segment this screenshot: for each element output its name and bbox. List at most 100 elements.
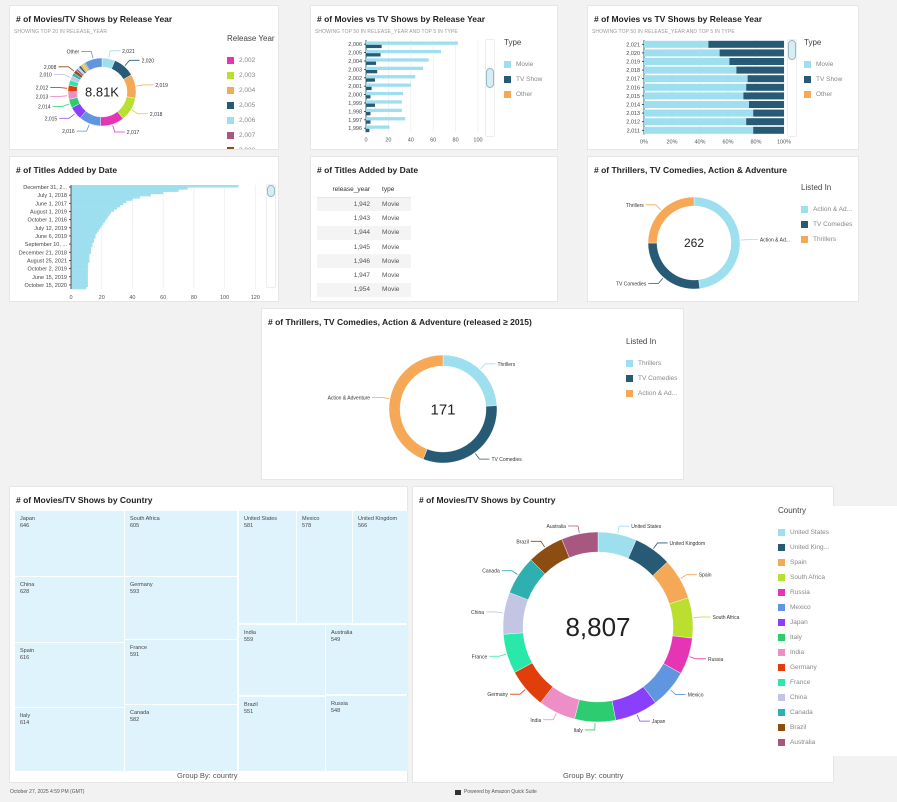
bar-movie[interactable] (366, 75, 416, 79)
genre-donut-2015[interactable]: Thrillers TV Comedies Action & Adventure 17… (262, 331, 602, 481)
bar-movie[interactable] (644, 40, 709, 48)
bar-movie[interactable] (366, 125, 390, 129)
donut-slice-other[interactable] (84, 57, 103, 71)
bar-date[interactable] (71, 286, 87, 290)
bar-movie[interactable] (644, 118, 747, 126)
bar-date[interactable] (71, 269, 88, 272)
legend-item-thrillers[interactable]: Thrillers (801, 232, 852, 247)
treemap-cell-italy[interactable]: Italy 614 (15, 708, 124, 771)
country-donut[interactable]: United States United Kingdom Spain South Af… (413, 509, 773, 769)
bar-date[interactable] (71, 193, 151, 197)
bar-date[interactable] (71, 282, 88, 285)
bar-date[interactable] (71, 202, 124, 206)
legend-item-united-king[interactable]: United King... (778, 540, 897, 555)
treemap-cell-south-africa[interactable]: South Africa 605 (125, 511, 237, 576)
bar-date[interactable] (71, 260, 90, 263)
donut-slice-thrillers[interactable] (442, 354, 498, 407)
treemap-cell-canada[interactable]: Canada 582 (125, 705, 237, 771)
bar-date[interactable] (71, 211, 111, 215)
legend-item-italy[interactable]: Italy (778, 630, 897, 645)
treemap-cell-china[interactable]: China 628 (15, 577, 124, 642)
legend-item-movie[interactable]: Movie (504, 57, 542, 72)
legend-item-south-africa[interactable]: South Africa (778, 570, 897, 585)
bar-date[interactable] (71, 229, 99, 232)
bar-movie[interactable] (644, 83, 747, 91)
legend-item-russia[interactable]: Russia (778, 585, 897, 600)
bar-date[interactable] (71, 191, 164, 195)
bar-date[interactable] (71, 266, 88, 270)
chart-scrollbar[interactable] (266, 184, 276, 288)
bar-tv-show[interactable] (366, 53, 381, 57)
chart-scrollbar[interactable] (787, 39, 797, 137)
bar-date[interactable] (71, 231, 98, 234)
legend-item-tv-comedies[interactable]: TV Comedies (626, 371, 677, 386)
bar-date[interactable] (71, 273, 88, 277)
legend-item-2-008[interactable]: 2,008 (227, 143, 275, 149)
bar-date[interactable] (71, 255, 90, 259)
bar-date[interactable] (71, 240, 95, 243)
table-row[interactable]: 1,942 Movie (317, 197, 411, 212)
donut-slice-china[interactable] (502, 592, 529, 635)
column-header-type[interactable]: type (376, 183, 411, 198)
legend-item-france[interactable]: France (778, 675, 897, 690)
bar-tv-show[interactable] (366, 103, 375, 107)
donut-slice-2-019[interactable] (123, 74, 137, 99)
bar-date[interactable] (71, 251, 91, 254)
bar-movie[interactable] (366, 108, 402, 112)
bar-tv-show[interactable] (366, 78, 375, 82)
table-row[interactable]: 1,954 Movie (317, 282, 411, 298)
bar-movie[interactable] (366, 58, 429, 62)
bar-date[interactable] (71, 284, 88, 288)
bar-movie[interactable] (644, 101, 749, 108)
legend-item-2-002[interactable]: 2,002 (227, 53, 275, 68)
bar-date[interactable] (71, 277, 88, 281)
bar-tv-show[interactable] (747, 75, 784, 83)
bar-tv-show[interactable] (366, 86, 372, 91)
scrollbar-thumb[interactable] (788, 40, 796, 60)
bar-tv-show[interactable] (366, 112, 371, 116)
legend-item-other[interactable]: Other (504, 87, 542, 102)
bar-tv-show[interactable] (366, 120, 371, 124)
legend-item-movie[interactable]: Movie (804, 57, 842, 72)
bar-date[interactable] (71, 189, 179, 192)
treemap-cell-united-kingdom[interactable]: United Kingdom 566 (353, 511, 408, 623)
bar-date[interactable] (71, 244, 93, 248)
release-year-donut[interactable]: 2,021 2,020 2,019 2,018 2,017 2,016 2,015 2,014… (10, 28, 220, 148)
legend-item-brazil[interactable]: Brazil (778, 720, 897, 735)
legend-item-germany[interactable]: Germany (778, 660, 897, 675)
treemap-cell-france[interactable]: France 591 (125, 640, 237, 704)
legend-item-2-007[interactable]: 2,007 (227, 128, 275, 143)
legend-item-canada[interactable]: Canada (778, 705, 897, 720)
legend-item-mexico[interactable]: Mexico (778, 600, 897, 615)
bar-movie[interactable] (366, 117, 406, 121)
table-row[interactable]: 1,945 Movie (317, 240, 411, 254)
table-row[interactable]: 1,944 Movie (317, 225, 411, 240)
bar-date[interactable] (71, 218, 107, 221)
chart-scrollbar[interactable] (485, 39, 495, 137)
bar-date[interactable] (71, 204, 121, 208)
legend-item-2-006[interactable]: 2,006 (227, 113, 275, 128)
bar-date[interactable] (71, 196, 141, 199)
bar-tv-show[interactable] (753, 126, 784, 134)
bar-tv-show[interactable] (719, 49, 784, 57)
genre-donut[interactable]: Action & Ad... TV Comedies Thrillers 262 (588, 179, 798, 299)
legend-item-2-003[interactable]: 2,003 (227, 68, 275, 83)
treemap-cell-japan[interactable]: Japan 646 (15, 511, 124, 576)
bar-date[interactable] (71, 271, 88, 274)
legend-item-united-states[interactable]: United States (778, 525, 897, 540)
bar-tv-show[interactable] (749, 101, 784, 108)
bar-tv-show[interactable] (736, 66, 784, 74)
legend-item-tv-show[interactable]: TV Show (504, 72, 542, 87)
bar-date[interactable] (71, 264, 88, 268)
bar-date[interactable] (71, 207, 118, 210)
bar-date[interactable] (71, 185, 239, 188)
bar-date[interactable] (71, 275, 88, 279)
bar-tv-show[interactable] (366, 70, 378, 74)
bar-movie[interactable] (644, 75, 748, 83)
bar-movie[interactable] (644, 58, 730, 65)
bar-date[interactable] (71, 198, 133, 201)
legend-item-tv-comedies[interactable]: TV Comedies (801, 217, 852, 232)
legend-item-india[interactable]: India (778, 645, 897, 660)
treemap-cell-india[interactable]: India 559 (239, 625, 325, 695)
bar-movie[interactable] (366, 91, 403, 96)
